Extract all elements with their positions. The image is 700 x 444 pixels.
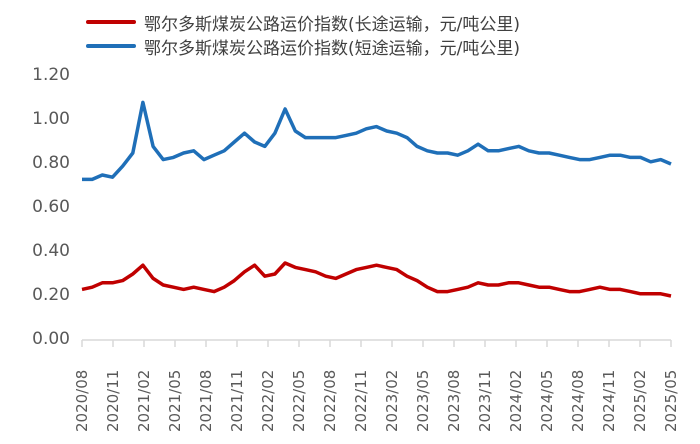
x-tick-marks <box>81 340 672 347</box>
y-tick-label: 0.40 <box>32 241 70 261</box>
series-line-long-haul <box>81 261 672 298</box>
series-line-short-haul <box>82 100 672 182</box>
y-tick-label: 0.80 <box>32 153 70 173</box>
chart-legend: 鄂尔多斯煤炭公路运价指数(长途运输，元/吨公里) 鄂尔多斯煤炭公路运价指数(短途… <box>86 10 520 59</box>
legend-label: 鄂尔多斯煤炭公路运价指数(长途运输，元/吨公里) <box>144 14 520 35</box>
y-tick-label: 0.60 <box>32 197 70 217</box>
y-tick-label: 1.00 <box>32 109 70 129</box>
legend-item-long-haul: 鄂尔多斯煤炭公路运价指数(长途运输，元/吨公里) <box>86 10 520 35</box>
y-tick-label: 0.20 <box>32 285 70 305</box>
y-tick-label: 1.20 <box>32 65 70 85</box>
legend-swatch-red <box>86 20 136 24</box>
legend-label: 鄂尔多斯煤炭公路运价指数(短途运输，元/吨公里) <box>144 38 520 59</box>
legend-swatch-blue <box>86 44 136 48</box>
y-tick-label: 0.00 <box>32 329 70 349</box>
legend-item-short-haul: 鄂尔多斯煤炭公路运价指数(短途运输，元/吨公里) <box>86 34 520 59</box>
